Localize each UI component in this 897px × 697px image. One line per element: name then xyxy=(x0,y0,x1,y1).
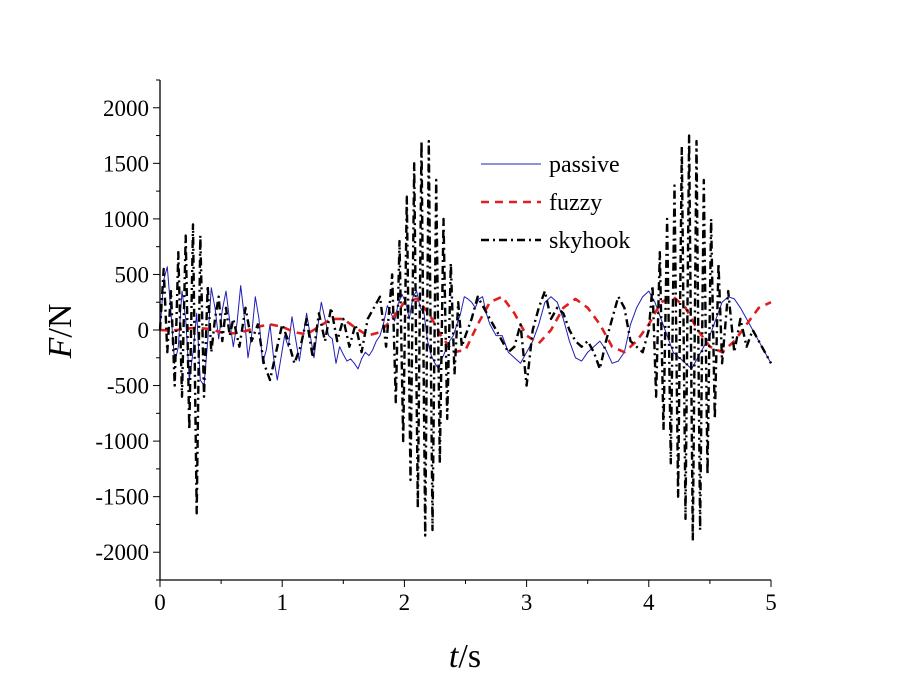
y-tick-label: 2000 xyxy=(103,96,149,121)
x-axis-variable: t xyxy=(449,638,460,675)
x-tick-label: 0 xyxy=(154,590,166,615)
y-tick-label: 1500 xyxy=(103,151,149,176)
y-axis-title: F/N xyxy=(42,304,79,360)
x-tick-label: 1 xyxy=(276,590,288,615)
legend-label-fuzzy: fuzzy xyxy=(549,190,602,216)
tick-labels: 0 1 2 3 4 5 2000 1500 1000 500 0 -500 -1000 -1500 -200… xyxy=(95,96,776,615)
y-tick-label: 500 xyxy=(115,262,150,287)
x-tick-label: 4 xyxy=(643,590,655,615)
legend-label-skyhook: skyhook xyxy=(549,228,630,254)
y-tick-label: 1000 xyxy=(103,207,149,232)
x-axis-unit: /s xyxy=(458,638,481,675)
series-line-passive xyxy=(159,266,772,387)
x-tick-label: 3 xyxy=(521,590,533,615)
y-tick-label: -500 xyxy=(107,374,149,399)
series-line-fuzzy xyxy=(159,295,772,354)
x-tick-label: 2 xyxy=(399,590,411,615)
x-axis-title: t/s xyxy=(449,638,481,675)
y-tick-label: -2000 xyxy=(95,540,149,565)
legend: passive fuzzy skyhook xyxy=(481,152,630,254)
plot-lines xyxy=(158,134,773,543)
legend-label-passive: passive xyxy=(549,152,620,178)
y-tick-label: -1000 xyxy=(95,429,149,454)
y-tick-label: 0 xyxy=(138,318,150,343)
y-tick-label: -1500 xyxy=(95,485,149,510)
x-tick-label: 5 xyxy=(765,590,777,615)
axes xyxy=(153,79,772,587)
y-axis-variable: F xyxy=(42,336,79,359)
series-line-skyhook xyxy=(158,134,773,543)
y-axis-unit: /N xyxy=(42,304,79,338)
